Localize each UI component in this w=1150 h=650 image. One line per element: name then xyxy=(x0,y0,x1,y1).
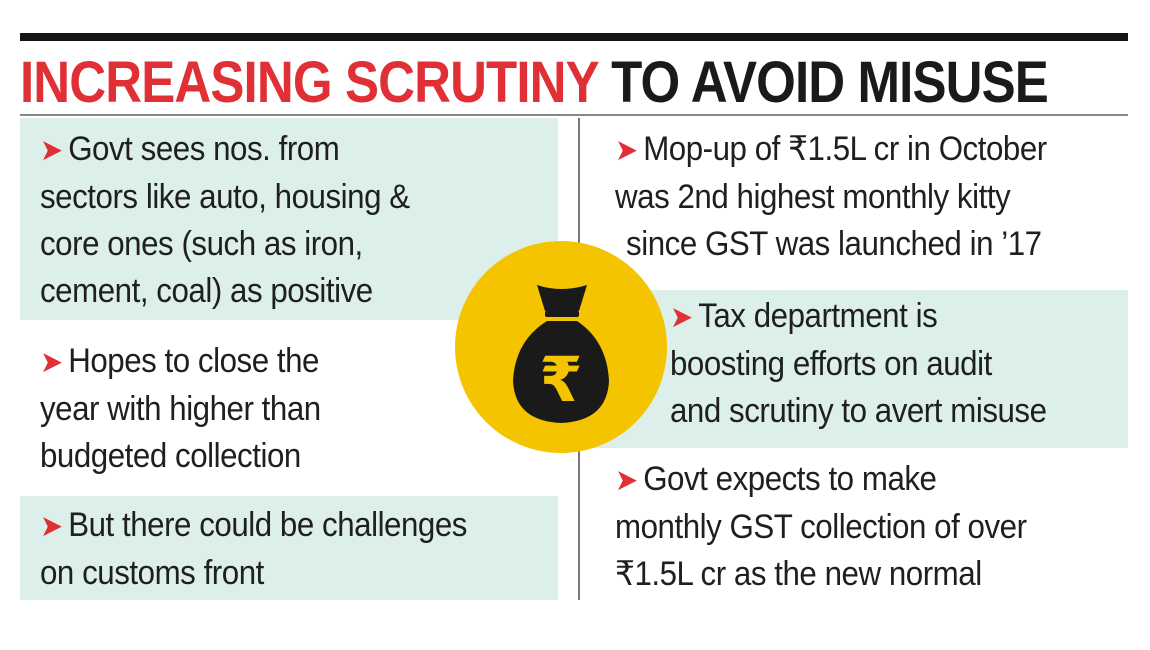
bullet-arrow-icon: ➤ xyxy=(615,134,638,167)
left-item-3: ➤ But there could be challenges on custom… xyxy=(40,502,467,597)
left-band-3 xyxy=(20,496,558,600)
headline-rest: TO AVOID MISUSE xyxy=(611,50,1049,115)
right-item-3: ➤ Govt expects to make monthly GST collec… xyxy=(615,456,1027,598)
headline-highlight: INCREASING SCRUTINY xyxy=(20,50,599,115)
left-band-1 xyxy=(20,118,558,320)
bullet-arrow-icon: ➤ xyxy=(615,464,638,497)
right-item-1: ➤ Mop-up of ₹1.5L cr in October was 2nd h… xyxy=(615,126,1047,268)
rupee-money-bag-icon: ₹ xyxy=(455,241,667,453)
bullet-arrow-icon: ➤ xyxy=(40,510,63,543)
right-item-2: ➤ Tax department is boosting efforts on a… xyxy=(670,293,1047,435)
bullet-arrow-icon: ➤ xyxy=(670,301,693,334)
infographic: INCREASING SCRUTINY TO AVOID MISUSE xyxy=(20,33,1128,600)
left-item-1: ➤ Govt sees nos. from sectors like auto, … xyxy=(40,126,410,315)
right-band-2 xyxy=(580,290,1128,448)
left-item-2: ➤ Hopes to close the year with higher tha… xyxy=(40,338,321,480)
headline: INCREASING SCRUTINY TO AVOID MISUSE xyxy=(20,47,1049,119)
bullet-arrow-icon: ➤ xyxy=(40,134,63,167)
bullet-arrow-icon: ➤ xyxy=(40,346,63,379)
rupee-symbol: ₹ xyxy=(539,343,582,416)
top-rule xyxy=(20,33,1128,41)
title-rule xyxy=(20,114,1128,116)
